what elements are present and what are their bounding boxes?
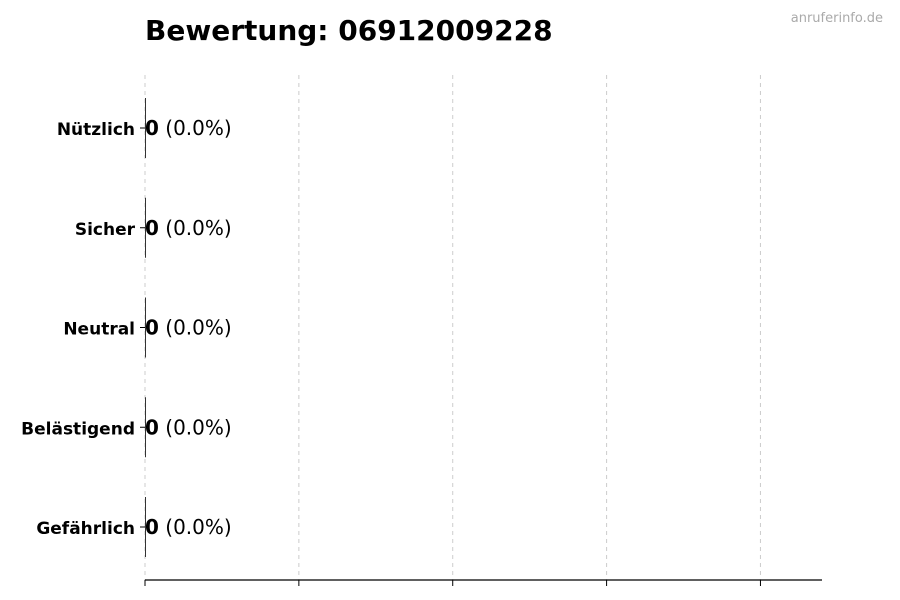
chart-title: Bewertung: 06912009228: [145, 14, 553, 47]
category-label: Neutral: [63, 320, 135, 340]
value-label: 0 (0.0%): [145, 216, 232, 240]
category-label: Sicher: [75, 220, 136, 240]
bar: [145, 397, 146, 458]
bar: [145, 197, 146, 258]
bar: [145, 98, 146, 158]
category-label: Belästigend: [21, 419, 135, 439]
value-label: 0 (0.0%): [145, 515, 232, 539]
category-label: Nützlich: [57, 120, 135, 140]
value-label: 0 (0.0%): [145, 116, 232, 140]
category-label: Gefährlich: [36, 519, 135, 539]
value-label: 0 (0.0%): [145, 415, 232, 439]
bar: [145, 297, 146, 358]
watermark: anruferinfo.de: [791, 11, 883, 26]
bar: [145, 497, 146, 557]
value-label: 0 (0.0%): [145, 316, 232, 340]
